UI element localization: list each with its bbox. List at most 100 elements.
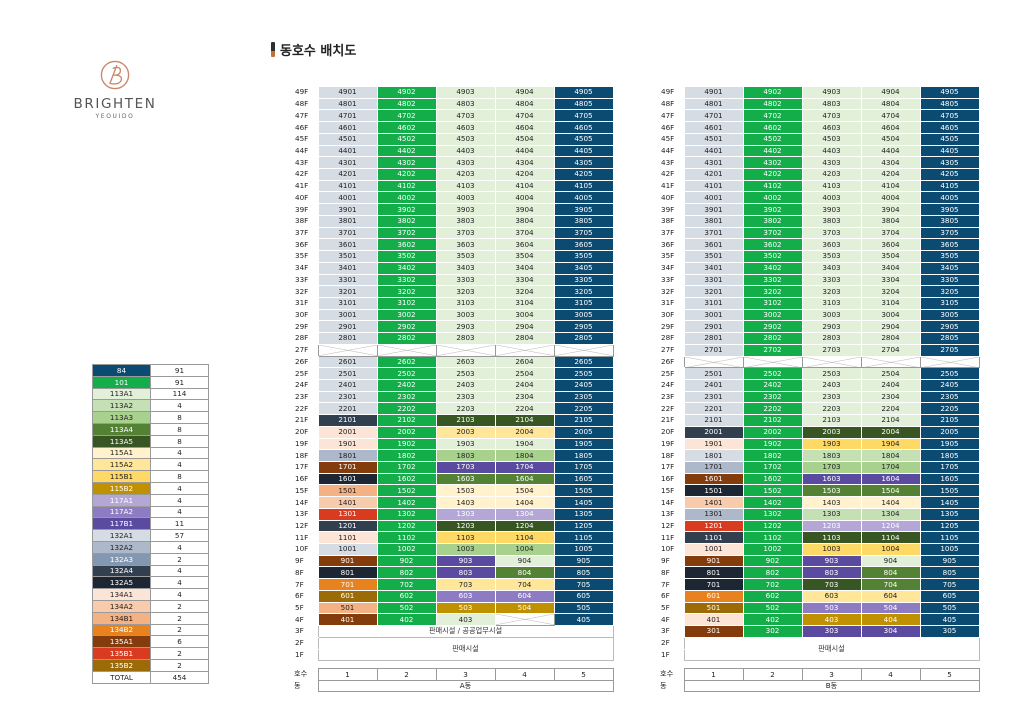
unit-3105[interactable]: 3105 <box>919 296 980 310</box>
unit-3303[interactable]: 3303 <box>801 273 862 287</box>
unit-2104[interactable]: 2104 <box>860 414 921 427</box>
unit-1105[interactable]: 1105 <box>919 531 980 545</box>
unit-501[interactable]: 501 <box>683 601 744 615</box>
unit-4503[interactable]: 4503 <box>801 132 862 146</box>
unit-2703[interactable]: 2703 <box>801 343 862 357</box>
unit-3304[interactable]: 3304 <box>494 273 555 287</box>
unit-3005[interactable]: 3005 <box>553 308 614 322</box>
unit-3903[interactable]: 3903 <box>801 203 862 216</box>
unit-1901[interactable]: 1901 <box>317 437 378 451</box>
unit-2504[interactable]: 2504 <box>494 367 555 380</box>
unit-502[interactable]: 502 <box>742 601 803 615</box>
unit-1003[interactable]: 1003 <box>801 543 862 556</box>
unit-405[interactable]: 405 <box>919 613 980 627</box>
unit-1904[interactable]: 1904 <box>860 437 921 451</box>
unit-1005[interactable]: 1005 <box>919 543 980 556</box>
unit-4005[interactable]: 4005 <box>919 191 980 205</box>
unit-801[interactable]: 801 <box>683 566 744 580</box>
unit-3104[interactable]: 3104 <box>494 296 555 310</box>
unit-3101[interactable]: 3101 <box>317 296 378 310</box>
unit-1702[interactable]: 1702 <box>376 461 437 474</box>
unit-4401[interactable]: 4401 <box>317 144 378 158</box>
unit-1103[interactable]: 1103 <box>801 531 862 545</box>
unit-2101[interactable]: 2101 <box>317 414 378 427</box>
unit-302[interactable]: 302 <box>742 625 803 638</box>
unit-4905[interactable]: 4905 <box>553 86 614 99</box>
unit-1404[interactable]: 1404 <box>860 496 921 509</box>
unit-4201[interactable]: 4201 <box>683 168 744 181</box>
unit-4404[interactable]: 4404 <box>860 144 921 158</box>
unit-3701[interactable]: 3701 <box>317 226 378 240</box>
unit-2201[interactable]: 2201 <box>683 402 744 416</box>
unit-4802[interactable]: 4802 <box>742 97 803 111</box>
unit-2501[interactable]: 2501 <box>317 367 378 380</box>
unit-1304[interactable]: 1304 <box>494 507 555 521</box>
unit-1205[interactable]: 1205 <box>919 519 980 533</box>
unit-2102[interactable]: 2102 <box>376 414 437 427</box>
unit-3705[interactable]: 3705 <box>553 226 614 240</box>
unit-2301[interactable]: 2301 <box>683 390 744 404</box>
unit-1204[interactable]: 1204 <box>860 519 921 533</box>
unit-1601[interactable]: 1601 <box>683 472 744 486</box>
unit-2103[interactable]: 2103 <box>801 414 862 427</box>
unit-1602[interactable]: 1602 <box>742 472 803 486</box>
unit-905[interactable]: 905 <box>919 554 980 568</box>
unit-4804[interactable]: 4804 <box>494 97 555 111</box>
unit-2705[interactable]: 2705 <box>919 343 980 357</box>
unit-3204[interactable]: 3204 <box>494 285 555 298</box>
unit-803[interactable]: 803 <box>801 566 862 580</box>
unit-2402[interactable]: 2402 <box>742 378 803 392</box>
unit-3202[interactable]: 3202 <box>742 285 803 298</box>
unit-4705[interactable]: 4705 <box>919 109 980 123</box>
unit-1102[interactable]: 1102 <box>742 531 803 545</box>
unit-4504[interactable]: 4504 <box>860 132 921 146</box>
unit-4103[interactable]: 4103 <box>801 179 862 193</box>
unit-4202[interactable]: 4202 <box>742 168 803 181</box>
unit-3504[interactable]: 3504 <box>494 250 555 263</box>
unit-4702[interactable]: 4702 <box>742 109 803 123</box>
unit-3102[interactable]: 3102 <box>742 296 803 310</box>
unit-401[interactable]: 401 <box>683 613 744 627</box>
unit-2203[interactable]: 2203 <box>801 402 862 416</box>
unit-4105[interactable]: 4105 <box>919 179 980 193</box>
unit-1101[interactable]: 1101 <box>683 531 744 545</box>
unit-2903[interactable]: 2903 <box>801 320 862 334</box>
unit-2001[interactable]: 2001 <box>683 425 744 439</box>
unit-4503[interactable]: 4503 <box>435 132 496 146</box>
unit-3301[interactable]: 3301 <box>317 273 378 287</box>
unit-803[interactable]: 803 <box>435 566 496 580</box>
unit-4402[interactable]: 4402 <box>376 144 437 158</box>
unit-504[interactable]: 504 <box>494 601 555 615</box>
unit-1802[interactable]: 1802 <box>376 449 437 462</box>
unit-2802[interactable]: 2802 <box>742 332 803 345</box>
unit-701[interactable]: 701 <box>317 578 378 591</box>
unit-2005[interactable]: 2005 <box>919 425 980 439</box>
unit-602[interactable]: 602 <box>742 589 803 603</box>
unit-3601[interactable]: 3601 <box>317 238 378 252</box>
unit-3705[interactable]: 3705 <box>919 226 980 240</box>
unit-4705[interactable]: 4705 <box>553 109 614 123</box>
unit-4703[interactable]: 4703 <box>435 109 496 123</box>
unit-1804[interactable]: 1804 <box>860 449 921 462</box>
unit-2202[interactable]: 2202 <box>742 402 803 416</box>
unit-4301[interactable]: 4301 <box>683 156 744 170</box>
unit-3003[interactable]: 3003 <box>435 308 496 322</box>
unit-1503[interactable]: 1503 <box>435 484 496 498</box>
unit-3801[interactable]: 3801 <box>683 214 744 228</box>
unit-3201[interactable]: 3201 <box>683 285 744 298</box>
unit-2801[interactable]: 2801 <box>683 332 744 345</box>
unit-2303[interactable]: 2303 <box>801 390 862 404</box>
unit-4004[interactable]: 4004 <box>860 191 921 205</box>
unit-1501[interactable]: 1501 <box>683 484 744 498</box>
unit-2205[interactable]: 2205 <box>553 402 614 416</box>
unit-1603[interactable]: 1603 <box>435 472 496 486</box>
unit-3402[interactable]: 3402 <box>376 261 437 275</box>
unit-1004[interactable]: 1004 <box>494 543 555 556</box>
unit-4201[interactable]: 4201 <box>317 168 378 181</box>
unit-704[interactable]: 704 <box>494 578 555 591</box>
unit-4101[interactable]: 4101 <box>317 179 378 193</box>
unit-804[interactable]: 804 <box>860 566 921 580</box>
unit-3301[interactable]: 3301 <box>683 273 744 287</box>
unit-2204[interactable]: 2204 <box>860 402 921 416</box>
unit-3802[interactable]: 3802 <box>376 214 437 228</box>
